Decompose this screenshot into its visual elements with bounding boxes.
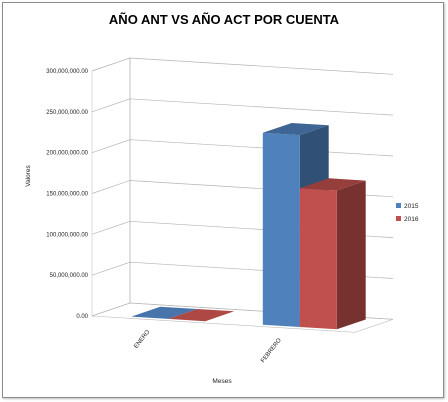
gridline xyxy=(91,57,394,75)
y-axis-ticks: 0.00 50,000,000.00 100,000,000.00 150,000,0… xyxy=(46,69,88,320)
x-tick-label: FEBRERO xyxy=(260,337,283,364)
bar-2015-enero xyxy=(131,306,198,319)
legend-label-2015: 2015 xyxy=(404,203,419,210)
gridline xyxy=(91,139,394,157)
bar-2016-enero xyxy=(168,309,235,322)
bar-side xyxy=(336,180,366,330)
bar-top xyxy=(262,123,329,136)
bar-front xyxy=(299,188,337,330)
y-tick-label: 250,000,000.00 xyxy=(46,110,88,116)
bar-2016-febrero xyxy=(299,178,366,330)
bar-front xyxy=(262,132,300,327)
x-axis-label: Meses xyxy=(212,378,232,385)
chart-title: AÑO ANT VS AÑO ACT POR CUENTA xyxy=(109,12,340,27)
bar-flat xyxy=(168,309,235,322)
y-axis-label: Valores xyxy=(25,164,32,186)
chart-frame xyxy=(2,2,444,398)
gridline xyxy=(91,98,394,116)
y-tick-label: 300,000,000.00 xyxy=(46,69,88,75)
y-tick-label: 150,000,000.00 xyxy=(46,192,88,198)
legend-swatch-2016 xyxy=(396,216,401,221)
legend: 2015 2016 xyxy=(396,203,419,223)
legend-swatch-2015 xyxy=(396,203,401,208)
bars xyxy=(131,123,366,330)
bar-top xyxy=(299,178,366,191)
y-tick-label: 0.00 xyxy=(76,314,88,320)
x-tick-label: ENERO xyxy=(134,329,152,350)
y-tick-label: 200,000,000.00 xyxy=(46,151,88,157)
y-tick-label: 100,000,000.00 xyxy=(46,232,88,238)
bar-flat xyxy=(131,306,198,319)
x-axis-ticks: ENERO FEBRERO xyxy=(134,329,284,364)
y-tick-label: 50,000,000.00 xyxy=(50,273,89,279)
legend-label-2016: 2016 xyxy=(404,216,419,223)
